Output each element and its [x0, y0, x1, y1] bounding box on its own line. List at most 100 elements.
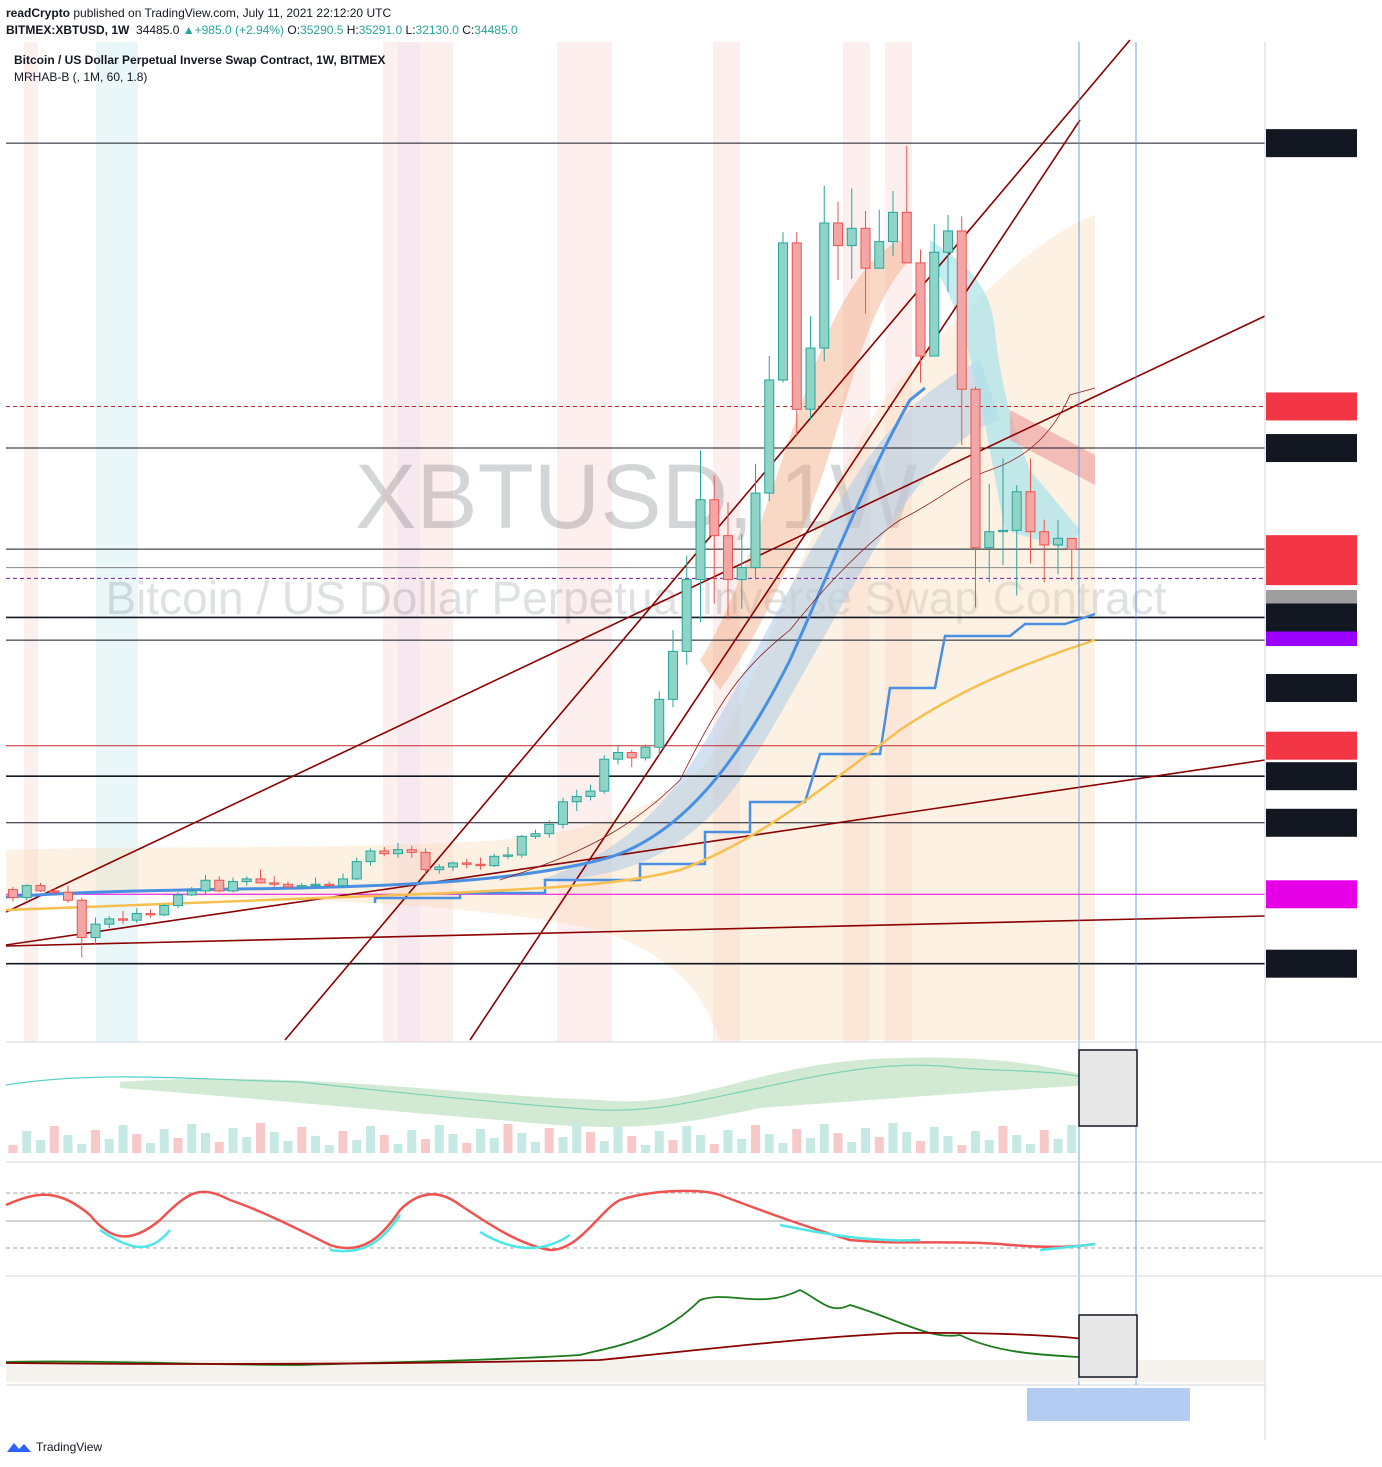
volume-bar: [572, 1123, 582, 1153]
highlight-band: [96, 42, 138, 1042]
wrsi-cyan-line: [99, 1214, 1096, 1253]
volume-bar: [476, 1129, 485, 1153]
legend-indicator: MRHAB-B (, 1M, 60, 1.8): [14, 70, 147, 84]
price-level-badge: [1266, 392, 1357, 421]
candle-body: [681, 579, 692, 652]
low-value: 32130.0: [415, 23, 459, 37]
watermark-name: Bitcoin / US Dollar Perpetual Inverse Sw…: [105, 572, 1166, 624]
volume-bar: [696, 1135, 705, 1153]
candle-body: [901, 211, 912, 264]
volume-bar: [682, 1126, 692, 1153]
candle-body: [296, 885, 307, 888]
volume-bar: [324, 1145, 334, 1153]
cci-signal-line: [5, 1331, 1096, 1365]
candle-body: [338, 878, 348, 887]
volume-bar: [971, 1131, 980, 1153]
candle-body: [516, 835, 527, 856]
volume-bar: [599, 1141, 609, 1153]
volume-bar: [861, 1128, 870, 1153]
volume-bar: [297, 1127, 307, 1153]
volume-bar: [902, 1132, 912, 1153]
bollinger-cloud: [6, 215, 1095, 1040]
volume-bar: [393, 1144, 403, 1153]
volume-bar: [957, 1145, 967, 1153]
teal-cloud: [930, 240, 1080, 550]
volume-bar: [613, 1127, 623, 1153]
candle-body: [131, 913, 142, 921]
volume-bar: [888, 1123, 898, 1153]
candle-body: [970, 388, 981, 549]
volume-bar: [737, 1139, 747, 1153]
candle-body: [379, 850, 390, 855]
volume-bar: [1026, 1144, 1035, 1153]
cci-line: [5, 1288, 1096, 1366]
candle-body: [956, 230, 967, 390]
volume-bar: [159, 1129, 169, 1153]
volume-bar: [407, 1130, 417, 1153]
candle-body: [461, 862, 472, 865]
candle-body: [420, 851, 431, 871]
open-label: O:: [287, 23, 301, 37]
candle-body: [585, 790, 596, 797]
candle-body: [8, 889, 18, 899]
volume-bar: [723, 1130, 733, 1153]
candle-body: [475, 863, 486, 867]
candle-body: [764, 379, 775, 494]
tradingview-footer[interactable]: TradingView: [6, 1440, 102, 1454]
volume-bar: [819, 1124, 829, 1153]
candle-body: [846, 227, 857, 247]
volume-bar: [77, 1144, 87, 1153]
price-level-badge: [1266, 762, 1357, 791]
selection-box: [1078, 1049, 1138, 1127]
volume-bar: [63, 1135, 73, 1153]
candle-body: [159, 905, 170, 916]
volume-bar: [943, 1136, 953, 1153]
volume-bar: [764, 1134, 774, 1153]
volume-bar: [641, 1145, 650, 1153]
candle-body: [571, 795, 582, 803]
candle-body: [200, 879, 211, 892]
highlight-band: [24, 42, 38, 1042]
long-ma-line: [5, 638, 1096, 912]
volume-bar: [998, 1126, 1008, 1153]
volume-bar: [338, 1131, 348, 1153]
candle-body: [1053, 537, 1063, 546]
candle-body: [90, 923, 101, 938]
volume-bar: [984, 1140, 994, 1153]
candle-body: [736, 567, 747, 581]
volume-bar: [709, 1144, 719, 1153]
volume-bar: [173, 1138, 183, 1153]
volume-bar: [517, 1133, 527, 1153]
open-value: 35290.5: [300, 23, 344, 37]
last-price: 34485.0: [136, 23, 180, 37]
candle-body: [145, 913, 156, 916]
candle-body: [530, 833, 541, 837]
volume-bar: [503, 1124, 513, 1153]
candle-body: [860, 227, 871, 269]
candle-body: [365, 850, 376, 863]
volume-bar: [778, 1143, 788, 1153]
candle-body: [49, 890, 60, 893]
low-label: L:: [405, 23, 416, 37]
volume-bar: [806, 1138, 815, 1153]
price-level-badge: [1266, 535, 1357, 586]
candle-body: [269, 882, 280, 885]
candle-body: [929, 251, 940, 357]
close-label: C:: [462, 23, 475, 37]
volume-cloud: [120, 1057, 1095, 1128]
price-change: ▲+985.0 (+2.94%): [182, 23, 285, 37]
candle-body: [448, 862, 458, 868]
candle-body: [393, 849, 403, 855]
symbol-label: BITMEX:XBTUSD, 1W: [6, 23, 130, 37]
trend-line: [5, 915, 1266, 947]
candle-body: [943, 230, 953, 253]
volume-bar: [379, 1135, 389, 1153]
close-value: 34485.0: [474, 23, 518, 37]
volume-bar: [434, 1125, 444, 1153]
candle-body: [626, 752, 637, 759]
candle-body: [351, 861, 362, 880]
candle-body: [654, 698, 665, 748]
candle-body: [668, 650, 678, 700]
volume-bar: [22, 1131, 32, 1153]
